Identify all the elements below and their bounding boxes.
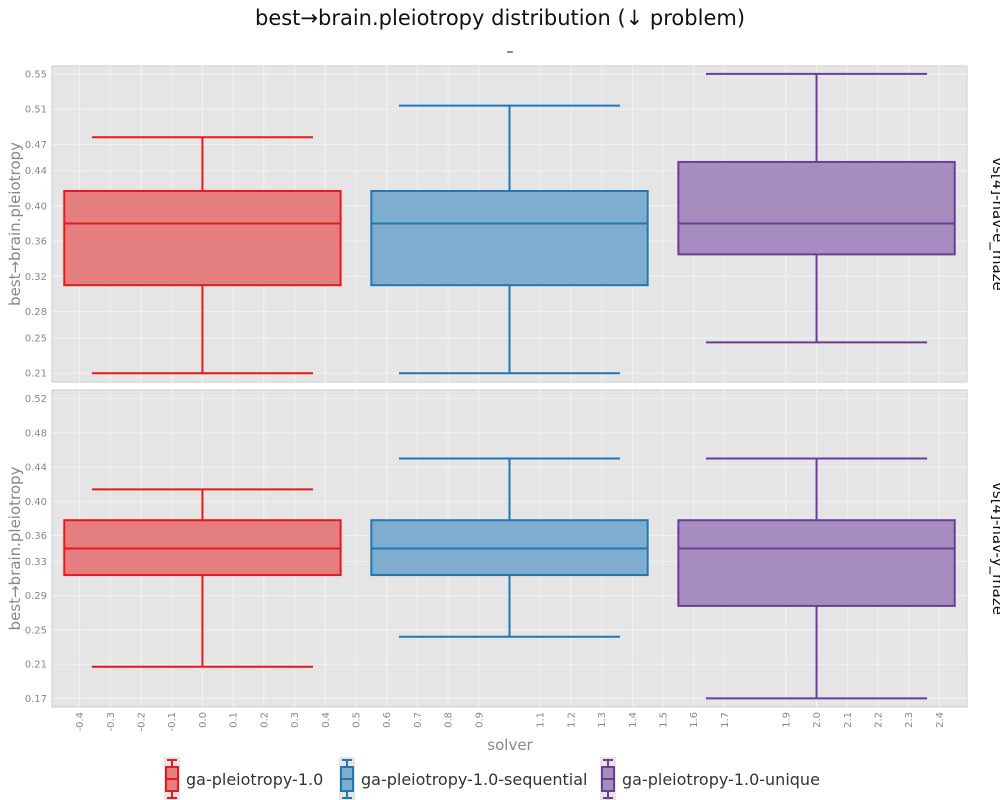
x-tick-label: 0.1 bbox=[229, 712, 240, 728]
x-tick-label: -0.1 bbox=[167, 712, 178, 732]
legend: ga-pleiotropy-1.0 ga-pleiotropy-1.0-seque… bbox=[164, 757, 820, 800]
y-tick-label: 0.36 bbox=[25, 237, 47, 248]
x-tick-label: 2.2 bbox=[873, 712, 884, 728]
legend-label: ga-pleiotropy-1.0 bbox=[186, 770, 323, 789]
x-tick-label: 1.2 bbox=[566, 712, 577, 728]
x-tick-label: 0.4 bbox=[321, 712, 332, 728]
x-tick-label: 1.5 bbox=[659, 712, 670, 728]
y-axis-title: best→brain.pleiotropy bbox=[6, 466, 24, 630]
y-tick-label: 0.25 bbox=[25, 625, 47, 636]
y-tick-label: 0.44 bbox=[25, 166, 47, 177]
y-tick-label: 0.48 bbox=[25, 428, 47, 439]
y-tick-label: 0.51 bbox=[25, 105, 47, 116]
box-ga-pleiotropy-1-0-unique bbox=[677, 457, 956, 700]
y-tick-label: 0.32 bbox=[25, 272, 47, 283]
x-tick-label: 1.3 bbox=[597, 712, 608, 728]
x-tick-label: 1.4 bbox=[628, 712, 639, 728]
legend-item: ga-pleiotropy-1.0-sequential bbox=[339, 757, 587, 800]
box-ga-pleiotropy-1-0-sequential bbox=[370, 104, 649, 375]
y-tick-label: 0.17 bbox=[25, 694, 47, 705]
x-tick-label: 2.3 bbox=[904, 712, 915, 728]
x-tick-label: 0.2 bbox=[259, 712, 270, 728]
y-axis-title: best→brain.pleiotropy bbox=[6, 142, 24, 306]
legend-label: ga-pleiotropy-1.0-sequential bbox=[361, 770, 587, 789]
x-tick-label: 2.1 bbox=[843, 712, 854, 728]
x-tick-label: 1.9 bbox=[781, 712, 792, 728]
y-tick-label: 0.40 bbox=[25, 497, 47, 508]
x-tick-label: -0.2 bbox=[137, 712, 148, 732]
x-tick-label: -0.3 bbox=[106, 712, 117, 732]
box-ga-pleiotropy-1-0-unique bbox=[677, 72, 956, 344]
x-tick-label: 0.3 bbox=[290, 712, 301, 728]
y-tick-label: 0.52 bbox=[25, 394, 47, 405]
legend-key bbox=[339, 757, 355, 800]
x-tick-label: 2.0 bbox=[812, 712, 823, 728]
legend-item: ga-pleiotropy-1.0 bbox=[164, 757, 323, 800]
box-ga-pleiotropy-1-0-sequential bbox=[370, 457, 649, 638]
y-tick-label: 0.55 bbox=[25, 69, 47, 80]
x-tick-label: 0.7 bbox=[413, 712, 424, 728]
x-tick-label: 0.9 bbox=[474, 712, 485, 728]
x-tick-label: 1.7 bbox=[720, 712, 731, 728]
panels: 0.21 0.25 0.28 0.32 0.36 0.40 0.44 0.47 0.51 0.55… bbox=[6, 65, 1000, 708]
box-iqr bbox=[370, 189, 649, 287]
facet-panel: 0.21 0.25 0.28 0.32 0.36 0.40 0.44 0.47 0.51 0.55… bbox=[6, 65, 1000, 383]
x-tick-label: 0.0 bbox=[198, 712, 209, 728]
box-iqr bbox=[677, 519, 956, 607]
y-tick-label: 0.29 bbox=[25, 591, 47, 602]
y-tick-label: 0.36 bbox=[25, 531, 47, 542]
box-ga-pleiotropy-1-0 bbox=[63, 488, 342, 668]
x-tick-label: 0.6 bbox=[382, 712, 393, 728]
x-axis-ticks: -0.4 -0.3 -0.2 -0.1 0.0 0.1 0.2 0.3 0.4 0.5 0.6 0.7… bbox=[75, 712, 946, 732]
x-axis-title: solver bbox=[487, 736, 533, 754]
legend-key bbox=[600, 757, 616, 800]
legend-label: ga-pleiotropy-1.0-unique bbox=[622, 770, 820, 789]
legend-key bbox=[164, 757, 180, 800]
x-tick-label: 0.5 bbox=[351, 712, 362, 728]
y-tick-label: 0.47 bbox=[25, 140, 47, 151]
chart-subtitle: – bbox=[507, 44, 514, 60]
legend-item: ga-pleiotropy-1.0-unique bbox=[600, 757, 820, 800]
box-ga-pleiotropy-1-0 bbox=[63, 136, 342, 375]
x-tick-label: -0.4 bbox=[75, 712, 86, 732]
facet-label: vs[4]-nav-y_maze bbox=[988, 482, 1000, 615]
facet-label: vs[4]-nav-e_maze bbox=[988, 157, 1000, 291]
box-iqr bbox=[63, 189, 342, 287]
box-iqr bbox=[677, 160, 956, 256]
x-tick-label: 2.4 bbox=[935, 712, 946, 728]
x-tick-label: 1.6 bbox=[689, 712, 700, 728]
y-tick-label: 0.44 bbox=[25, 463, 47, 474]
y-tick-label: 0.28 bbox=[25, 307, 47, 318]
y-tick-label: 0.40 bbox=[25, 201, 47, 212]
x-tick-label: 1.1 bbox=[536, 712, 547, 728]
y-tick-label: 0.21 bbox=[25, 660, 47, 671]
facet-panel: 0.17 0.21 0.25 0.29 0.33 0.36 0.40 0.44 0.48 0.52… bbox=[6, 389, 1000, 708]
y-tick-label: 0.21 bbox=[25, 369, 47, 380]
chart-title: best→brain.pleiotropy distribution (↓ pr… bbox=[255, 6, 745, 30]
y-tick-label: 0.25 bbox=[25, 333, 47, 344]
y-tick-label: 0.33 bbox=[25, 557, 47, 568]
x-tick-label: 0.8 bbox=[444, 712, 455, 728]
